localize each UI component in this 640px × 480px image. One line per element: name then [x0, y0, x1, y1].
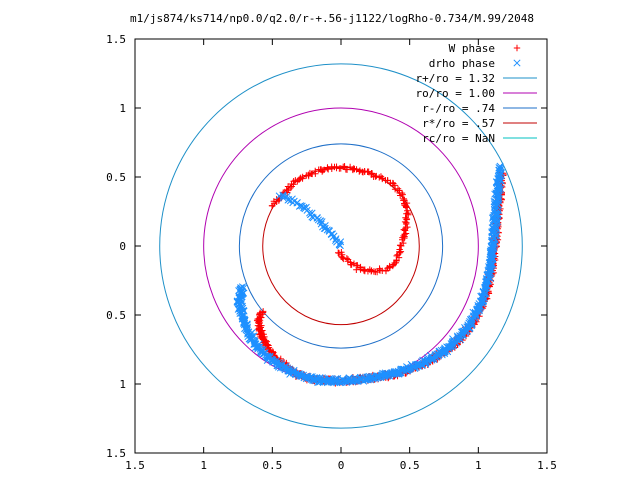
data-point — [360, 267, 368, 274]
y-tick-label: 1 — [119, 102, 126, 115]
data-point — [365, 168, 372, 175]
data-point — [334, 377, 342, 385]
data-point — [259, 327, 266, 334]
data-point — [422, 360, 430, 368]
data-point — [390, 261, 397, 268]
data-point — [263, 338, 270, 345]
legend-label: r*/ro = .57 — [422, 117, 495, 130]
data-point — [368, 170, 376, 177]
data-point — [495, 184, 503, 192]
data-point — [403, 204, 410, 211]
data-point — [398, 242, 405, 250]
y-tick-label: 0 — [119, 240, 126, 253]
series-cross — [233, 162, 506, 387]
y-tick-label: 1 — [119, 378, 126, 391]
legend-marker — [513, 44, 521, 52]
data-point — [497, 165, 505, 173]
reference-circle — [238, 143, 444, 349]
legend-label: rc/ro = NaN — [422, 132, 495, 145]
legend-label: r-/ro = .74 — [422, 102, 495, 115]
data-point — [382, 267, 390, 274]
data-point — [240, 284, 248, 292]
x-tick-label: 0.5 — [262, 459, 282, 472]
x-tick-label: 1.5 — [537, 459, 557, 472]
data-point — [361, 267, 369, 275]
chart-title: m1/js874/ks714/np0.0/q2.0/r-+.56-j1122/l… — [130, 12, 534, 25]
data-point — [379, 174, 386, 182]
y-tick-label: 1.5 — [106, 447, 126, 460]
data-point — [496, 182, 504, 190]
data-point — [295, 202, 303, 210]
data-point — [399, 236, 406, 243]
x-tick-label: 1.5 — [125, 459, 145, 472]
data-point — [396, 242, 404, 249]
data-point — [376, 174, 383, 181]
y-tick-label: 1.5 — [106, 33, 126, 46]
data-point — [350, 165, 357, 172]
axis-ticks: 1.5 1 0.5 0 0.5 1 1.51.510.500.511.5 — [106, 33, 557, 472]
data-point — [496, 162, 504, 170]
data-point — [334, 249, 342, 256]
data-point — [394, 251, 401, 258]
data-point — [293, 199, 301, 207]
data-point — [286, 184, 294, 192]
legend-label: W phase — [449, 42, 495, 55]
data-point — [399, 191, 406, 198]
legend: W phase drho phase r+/ro = 1.32 ro/ro = 1.0… — [416, 42, 537, 145]
x-tick-label: 1 — [200, 459, 207, 472]
data-series — [233, 162, 507, 387]
data-point — [343, 255, 351, 262]
data-point — [279, 194, 287, 202]
y-tick-label: 0.5 — [106, 309, 126, 322]
data-point — [405, 211, 412, 218]
data-point — [482, 277, 491, 286]
data-point — [299, 173, 306, 181]
data-point — [402, 220, 410, 228]
data-point — [314, 216, 322, 224]
x-tick-label: 0 — [338, 459, 345, 472]
legend-label: drho phase — [429, 57, 495, 70]
reference-circle — [159, 63, 523, 429]
data-point — [397, 365, 405, 373]
data-point — [400, 226, 408, 233]
x-tick-label: 0.5 — [400, 459, 420, 472]
data-point — [336, 165, 343, 172]
data-point — [397, 248, 405, 255]
data-point — [361, 167, 368, 175]
data-point — [320, 166, 328, 174]
legend-marker — [513, 59, 521, 67]
data-point — [400, 197, 407, 204]
data-point — [343, 166, 351, 173]
x-tick-label: 1 — [475, 459, 482, 472]
data-point — [336, 241, 344, 250]
data-point — [369, 375, 377, 383]
y-tick-label: 0.5 — [106, 171, 126, 184]
legend-label: ro/ro = 1.00 — [416, 87, 495, 100]
legend-label: r+/ro = 1.32 — [416, 72, 495, 85]
data-point — [344, 258, 352, 265]
data-point — [311, 167, 319, 175]
